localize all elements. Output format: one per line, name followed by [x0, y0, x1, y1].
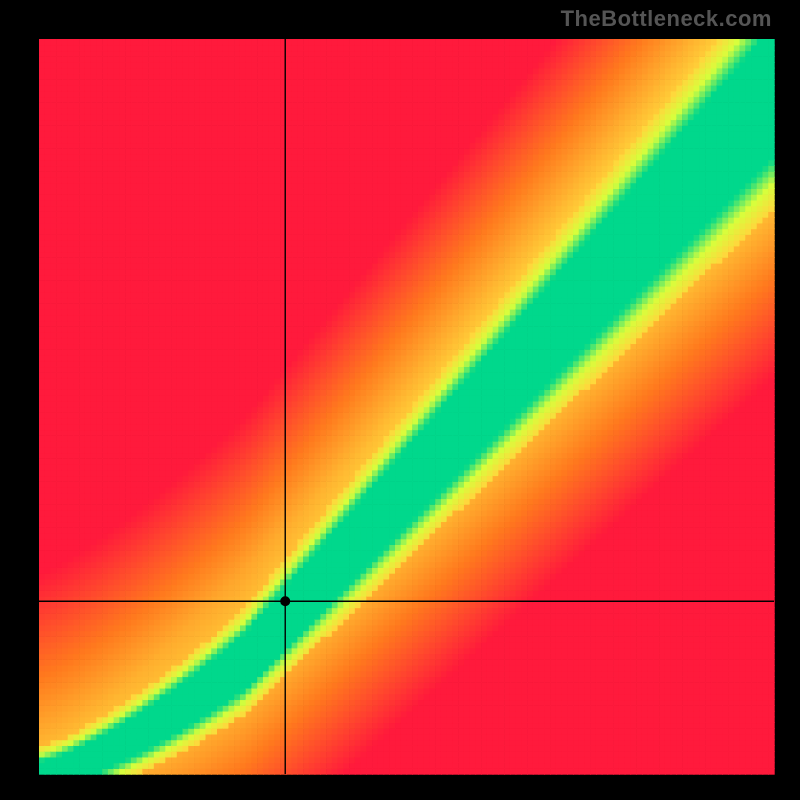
chart-container: TheBottleneck.com: [0, 0, 800, 800]
watermark-text: TheBottleneck.com: [561, 6, 772, 32]
bottleneck-heatmap-canvas: [0, 0, 800, 800]
